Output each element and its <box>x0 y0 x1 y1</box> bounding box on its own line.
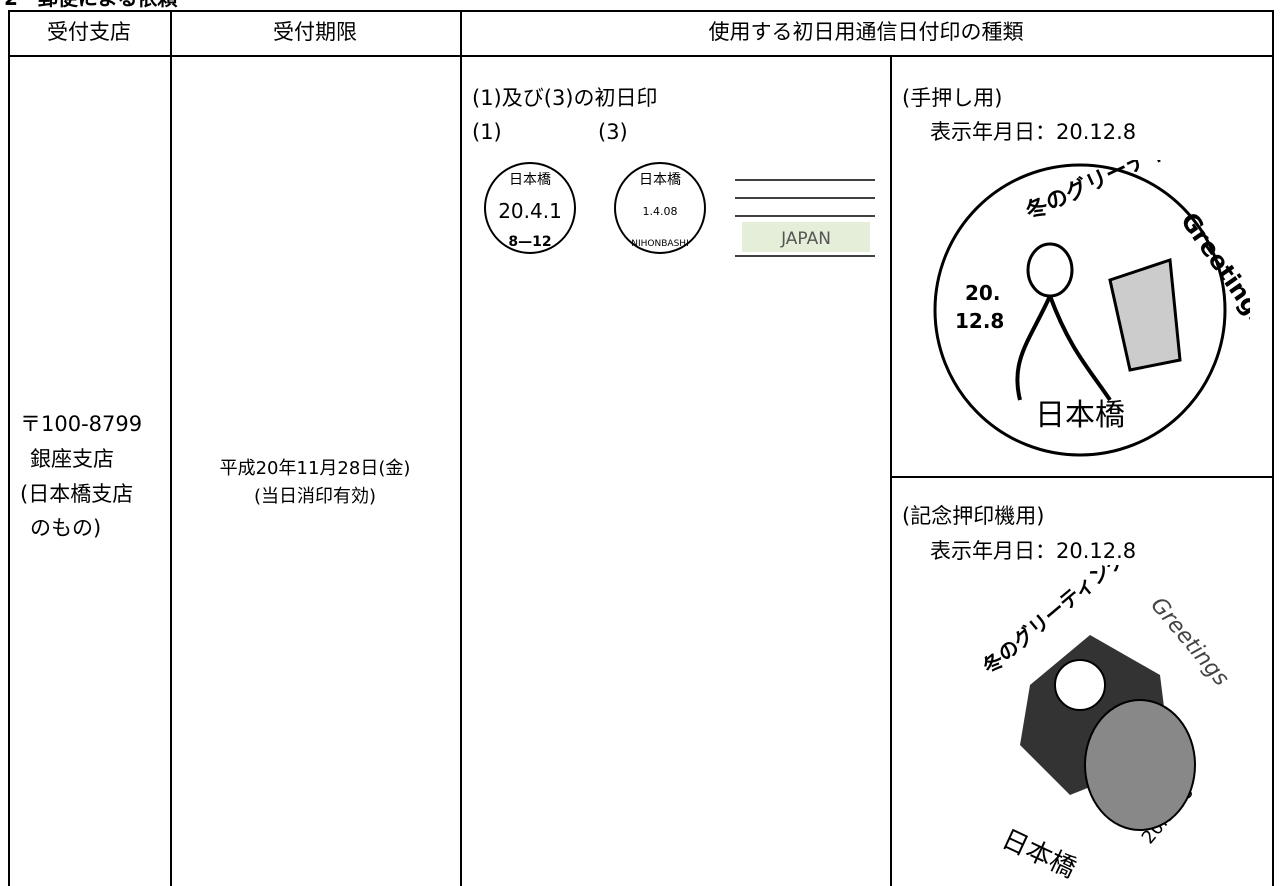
stamp-text: JAPAN <box>780 229 831 249</box>
machine-stamp: 冬のグリーティング Greetings 日本橋 20.12.8 <box>978 565 1234 883</box>
stamp-text: 日本橋 <box>1035 398 1125 433</box>
rule <box>8 10 10 886</box>
branch-line: 〒100-8799 <box>20 412 143 436</box>
stamp-text: Greetings <box>1175 207 1250 331</box>
hand-date: 表示年月日：20.12.8 <box>930 120 1137 144</box>
stamp-label: (3) <box>598 120 628 144</box>
deadline-line: (当日消印有効) <box>253 486 377 507</box>
rule <box>8 55 1274 57</box>
column-header: 受付期限 <box>273 20 357 44</box>
stamp-text: 1.4.08 <box>643 205 678 218</box>
stamp-text: NIHONBASHI <box>631 239 688 249</box>
stamp-text: 冬のグリーティング <box>1022 160 1211 225</box>
deadline-line: 平成20年11月28日(金) <box>219 458 411 479</box>
section-title: 2 郵便による依頼 <box>4 0 177 8</box>
branch-line: (日本橋支店 <box>20 482 134 506</box>
stamp-text: 8—12 <box>508 234 551 250</box>
stamp-text: 20.4.1 <box>498 199 562 223</box>
machine-title: (記念押印機用) <box>902 504 1045 528</box>
stamp-text: 日本橋 <box>639 172 681 188</box>
stamp-text: 12.8 <box>955 309 1004 333</box>
first-day-stamps: 日本橋 20.4.1 8—12 日本橋 1.4.08 NIHONBASHI JA… <box>484 162 875 257</box>
rule <box>170 10 172 886</box>
rule <box>8 10 1274 12</box>
branch-line: 銀座支店 <box>30 447 114 471</box>
stamp-text: 日本橋 <box>997 824 1080 883</box>
hand-title: (手押し用) <box>902 86 1003 110</box>
machine-date: 表示年月日：20.12.8 <box>930 539 1137 563</box>
stamp-label: (1) <box>472 120 502 144</box>
branch-line: のもの) <box>30 516 102 540</box>
rule <box>890 476 1274 478</box>
rule <box>460 10 462 886</box>
hand-stamp: 冬のグリーティング Greetings 20. 12.8 日本橋 <box>933 160 1250 457</box>
stamp-text: 20. <box>965 281 1000 305</box>
rule <box>890 55 892 886</box>
first-day-title: (1)及び(3)の初日印 <box>472 86 658 110</box>
column-header: 受付支店 <box>47 20 131 44</box>
rule <box>1272 10 1274 886</box>
stamp-text: 日本橋 <box>509 172 551 188</box>
column-header: 使用する初日用通信日付印の種類 <box>708 20 1024 44</box>
